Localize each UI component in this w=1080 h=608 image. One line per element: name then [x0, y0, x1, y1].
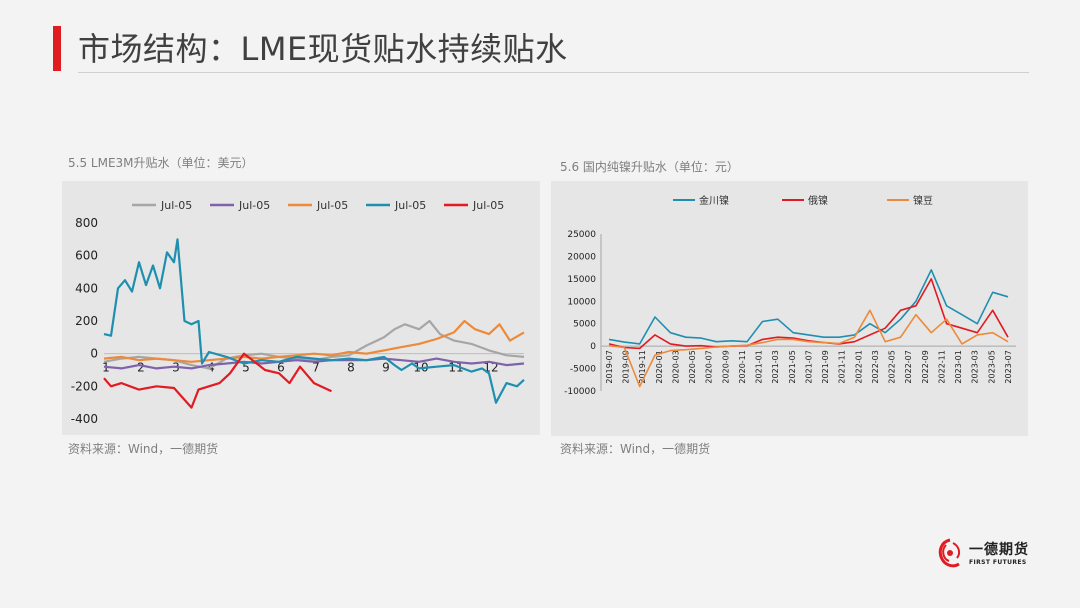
series-line: [103, 238, 525, 404]
x-tick-label: 2020-09: [721, 350, 730, 383]
x-tick-label: 2022-01: [854, 350, 863, 383]
y-tick-label: 400: [75, 281, 98, 295]
domestic-nickel-spread-chart: -10000 -5000 0 5000 10000 15000 20000 25000 2019…: [564, 194, 1016, 397]
legend-label: Jul-05: [160, 199, 192, 212]
x-tick-label: 2023-03: [971, 350, 980, 383]
series-line: [103, 352, 332, 409]
x-tick-label: 2019-11: [638, 350, 647, 383]
legend-label: Jul-05: [238, 199, 270, 212]
x-tick-label: 2021-03: [771, 350, 780, 383]
y-tick-label: 10000: [567, 297, 596, 307]
left-chart-caption: 5.5 LME3M升贴水（单位：美元）: [68, 156, 254, 170]
y-tick-label: 5000: [573, 320, 596, 330]
series-line: [608, 278, 1009, 350]
x-tick-label: 2021-01: [755, 350, 764, 383]
y-tick-label: -400: [71, 412, 98, 426]
logo-name: 一德期货: [969, 542, 1029, 558]
swirl-logo-icon: [938, 538, 961, 568]
x-tick-label: 2021-05: [788, 350, 797, 383]
series-line: [103, 319, 525, 363]
x-tick-label: 2022-11: [938, 350, 947, 383]
x-tick-label: 5: [242, 361, 250, 375]
x-tick-label: 2022-05: [888, 350, 897, 383]
page-title: 市场结构：LME现货贴水持续贴水: [78, 30, 568, 68]
x-tick-label: 2019-07: [605, 350, 614, 383]
x-tick-label: 2020-03: [672, 350, 681, 383]
legend-label: Jul-05: [394, 199, 426, 212]
y-tick-label: 25000: [567, 230, 596, 240]
logo-english-name: FIRST FUTURES: [969, 559, 1027, 566]
x-tick-label: 2020-01: [655, 350, 664, 383]
x-tick-label: 2022-09: [921, 350, 930, 383]
legend-label: Jul-05: [316, 199, 348, 212]
left-chart-panel: -400 -200 0 200 400 600 800 1 2 3 4 5 6 7 8 9 10 11 12 Jul-…: [62, 181, 540, 435]
y-tick-label: 600: [75, 249, 98, 263]
y-tick-label: -200: [71, 379, 98, 393]
title-divider: [78, 72, 1029, 73]
x-tick-label: 2021-11: [838, 350, 847, 383]
x-tick-label: 2020-11: [738, 350, 747, 383]
x-tick-label: 2023-07: [1004, 350, 1013, 383]
right-chart-panel: -10000 -5000 0 5000 10000 15000 20000 25000 2019…: [551, 181, 1028, 436]
legend-label: 俄镍: [808, 194, 828, 207]
x-tick-label: 6: [277, 361, 285, 375]
x-tick-label: 8: [347, 361, 355, 375]
y-tick-label: -5000: [570, 365, 596, 375]
x-tick-label: 2023-01: [954, 350, 963, 383]
y-tick-label: 800: [75, 216, 98, 230]
y-tick-label: -10000: [564, 387, 596, 397]
legend-label: 金川镍: [699, 194, 729, 207]
series-line: [608, 269, 1009, 345]
x-tick-label: 2: [137, 361, 145, 375]
series-line: [608, 309, 1009, 388]
x-tick-label: 2021-07: [805, 350, 814, 383]
x-tick-label: 2020-05: [688, 350, 697, 383]
legend-label: 镍豆: [913, 194, 933, 207]
x-tick-label: 2022-03: [871, 350, 880, 383]
x-tick-label: 9: [382, 361, 390, 375]
x-tick-label: 7: [312, 361, 320, 375]
y-tick-label: 15000: [567, 275, 596, 285]
y-tick-label: 200: [75, 314, 98, 328]
x-tick-label: 2021-09: [821, 350, 830, 383]
company-logo: 一德期货 FIRST FUTURES: [935, 537, 1035, 571]
right-chart-source: 资料来源：Wind，一德期货: [560, 442, 711, 456]
series-line: [103, 357, 525, 370]
y-tick-label: 0: [590, 342, 596, 352]
legend-label: Jul-05: [472, 199, 504, 212]
x-tick-label: 2019-09: [622, 350, 631, 383]
y-tick-label: 20000: [567, 252, 596, 262]
right-chart-caption: 5.6 国内纯镍升贴水（单位：元）: [560, 160, 739, 174]
x-tick-label: 2020-07: [705, 350, 714, 383]
y-tick-label: 0: [90, 347, 98, 361]
x-tick-label: 2022-07: [904, 350, 913, 383]
title-accent-bar: [53, 26, 61, 71]
x-tick-label: 2023-05: [987, 350, 996, 383]
left-chart-source: 资料来源：Wind，一德期货: [68, 442, 219, 456]
